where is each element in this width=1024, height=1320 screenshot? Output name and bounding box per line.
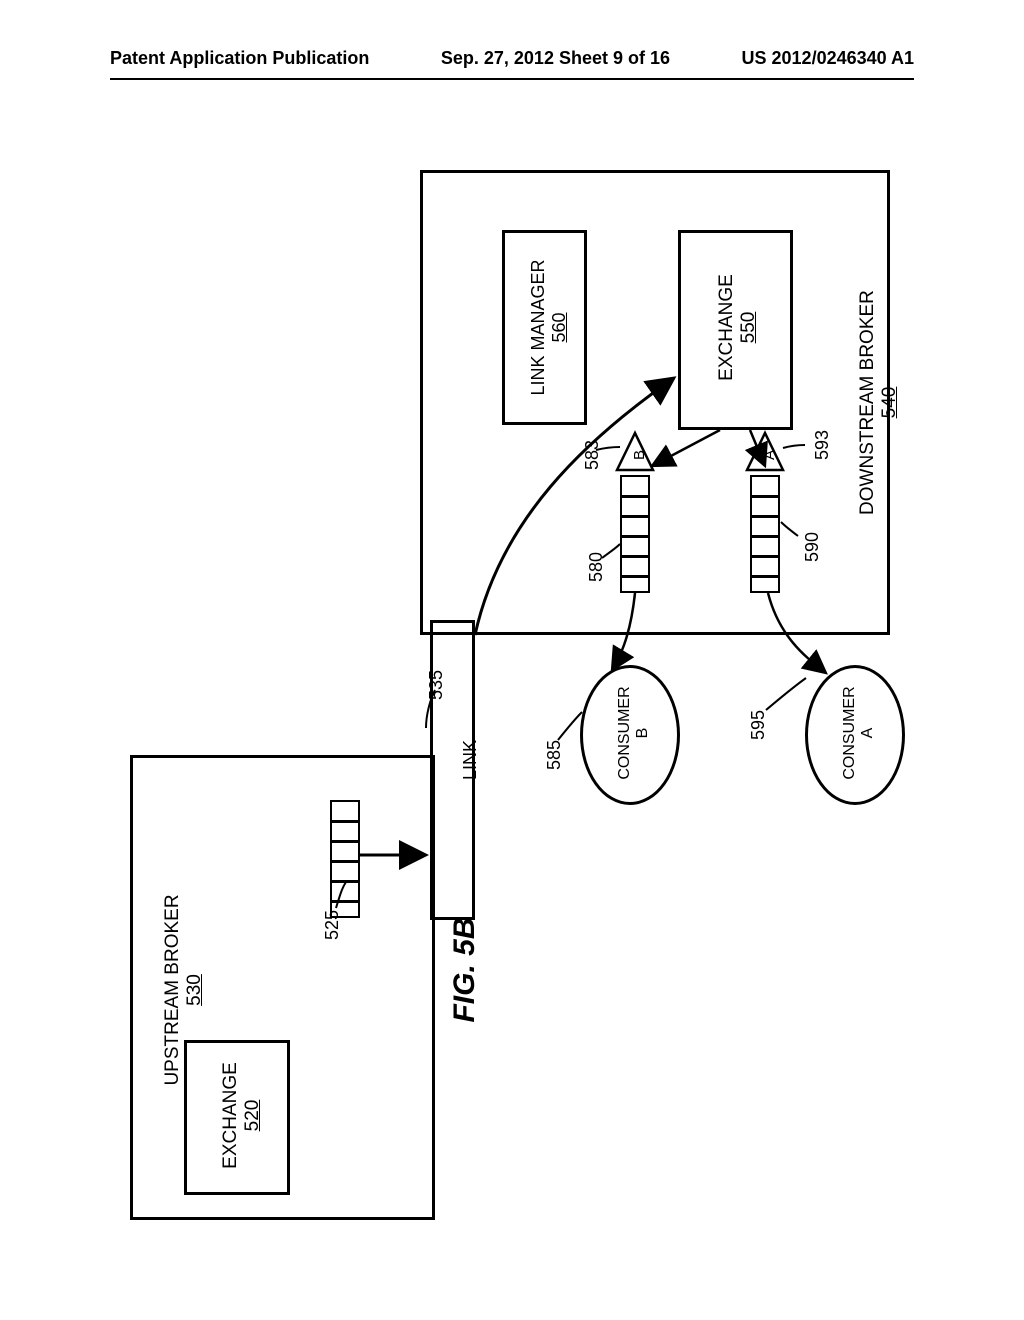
ref-535: 535: [426, 670, 447, 700]
pub-date-sheet: Sep. 27, 2012 Sheet 9 of 16: [441, 48, 670, 69]
ref-590: 590: [802, 532, 823, 562]
ref-585: 585: [544, 740, 565, 770]
pub-number: US 2012/0246340 A1: [742, 48, 914, 69]
ref-525: 525: [322, 910, 343, 940]
ref-583: 583: [582, 440, 603, 470]
connectors: [130, 170, 890, 1220]
ref-580: 580: [586, 552, 607, 582]
figure-label: FIG. 5B: [448, 870, 482, 1070]
header-rule: [110, 78, 914, 80]
figure-5b: DOWNSTREAM BROKER 540 LINK MANAGER 560 E…: [130, 170, 890, 1220]
pub-type: Patent Application Publication: [110, 48, 369, 69]
ref-595: 595: [748, 710, 769, 740]
ref-593: 593: [812, 430, 833, 460]
